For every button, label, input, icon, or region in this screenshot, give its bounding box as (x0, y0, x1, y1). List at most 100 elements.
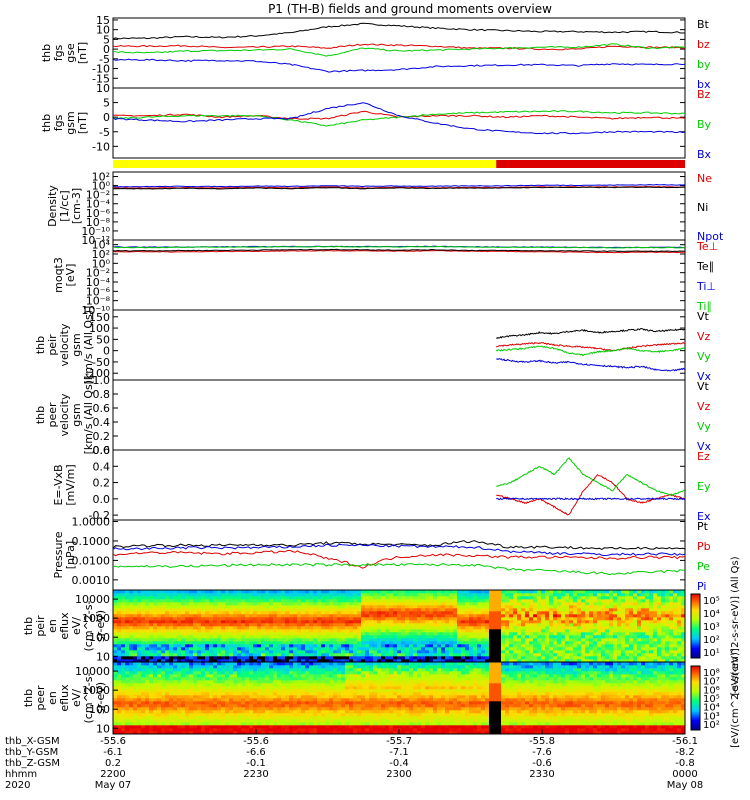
heatmap-cell (481, 593, 486, 597)
heatmap-cell (529, 590, 534, 594)
heatmap-cell (165, 662, 170, 666)
heatmap-cell (193, 647, 198, 651)
heatmap-cell (153, 716, 158, 720)
heatmap-cell (357, 641, 362, 645)
heatmap-cell (221, 641, 226, 645)
heatmap-cell (637, 635, 642, 639)
heatmap-cell (169, 629, 174, 633)
heatmap-cell (641, 653, 646, 657)
heatmap-cell (573, 656, 578, 660)
heatmap-cell (325, 608, 330, 612)
heatmap-cell (433, 596, 438, 600)
heatmap-cell (165, 692, 170, 696)
heatmap-cell (241, 620, 246, 624)
heatmap-cell (245, 695, 250, 699)
heatmap-cell (229, 647, 234, 651)
heatmap-cell (161, 665, 166, 669)
heatmap-cell (653, 659, 658, 663)
heatmap-cell (141, 719, 146, 723)
heatmap-cell (249, 719, 254, 723)
heatmap-cell (233, 668, 238, 672)
heatmap-cell (545, 647, 550, 651)
heatmap-cell (233, 593, 238, 597)
heatmap-cell (249, 608, 254, 612)
heatmap-cell (425, 599, 430, 603)
heatmap-cell (609, 617, 614, 621)
y-axis-label: [nT] (76, 42, 89, 64)
heatmap-cell (497, 656, 502, 660)
legend-label: Ne (697, 172, 712, 185)
heatmap-cell (305, 611, 310, 615)
heatmap-cell (201, 722, 206, 726)
heatmap-cell (161, 668, 166, 672)
heatmap-cell (669, 656, 674, 660)
y-tick-label: 0.4 (93, 460, 111, 473)
heatmap-cell (141, 716, 146, 720)
heatmap-cell (233, 602, 238, 606)
heatmap-cell (117, 683, 122, 687)
heatmap-cell (649, 653, 654, 657)
heatmap-cell (457, 647, 462, 651)
heatmap-cell (677, 590, 682, 594)
heatmap-cell (645, 632, 650, 636)
heatmap-cell (293, 719, 298, 723)
heatmap-cell (277, 701, 282, 705)
y-tick-label: 0.1000 (72, 535, 111, 548)
heatmap-cell (469, 641, 474, 645)
heatmap-cell (589, 614, 594, 618)
heatmap-cell (417, 614, 422, 618)
heatmap-cell (281, 632, 286, 636)
heatmap-cell (201, 608, 206, 612)
heatmap-cell (233, 722, 238, 726)
heatmap-cell (125, 617, 130, 621)
heatmap-cell (633, 620, 638, 624)
heatmap-cell (681, 614, 686, 618)
heatmap-cell (293, 647, 298, 651)
heatmap-cell (213, 683, 218, 687)
heatmap-cell (289, 656, 294, 660)
heatmap-cell (121, 725, 126, 729)
heatmap-cell (529, 644, 534, 648)
heatmap-cell (645, 653, 650, 657)
heatmap-cell (321, 665, 326, 669)
heatmap-cell (533, 611, 538, 615)
heatmap-cell (357, 596, 362, 600)
heatmap-cell (645, 644, 650, 648)
heatmap-cell (573, 599, 578, 603)
heatmap-cell (325, 590, 330, 594)
heatmap-cell (313, 710, 318, 714)
heatmap-cell (173, 677, 178, 681)
heatmap-cell (669, 659, 674, 663)
heatmap-cell (409, 632, 414, 636)
heatmap-cell (305, 674, 310, 678)
heatmap-cell (205, 638, 210, 642)
y-tick-label: 10 (96, 650, 110, 663)
heatmap-cell (169, 692, 174, 696)
heatmap-cell (381, 590, 386, 594)
heatmap-cell (145, 713, 150, 717)
heatmap-cell (217, 626, 222, 630)
heatmap-cell (433, 638, 438, 642)
heatmap-cell (461, 629, 466, 633)
heatmap-cell (201, 641, 206, 645)
y-tick-label: 1000 (82, 684, 110, 697)
heatmap-cell (153, 722, 158, 726)
heatmap-cell (189, 611, 194, 615)
heatmap-cell (145, 683, 150, 687)
heatmap-cell (541, 635, 546, 639)
heatmap-cell (321, 695, 326, 699)
heatmap-cell (505, 617, 510, 621)
heatmap-cell (121, 710, 126, 714)
heatmap-cell (373, 659, 378, 663)
heatmap-cell (237, 665, 242, 669)
heatmap-cell (301, 695, 306, 699)
heatmap-cell (349, 659, 354, 663)
y-tick-label: 10⁻⁶ (86, 207, 111, 220)
heatmap-cell (293, 605, 298, 609)
heatmap-cell (489, 590, 494, 594)
heatmap-cell (281, 668, 286, 672)
series-Vx-line (496, 358, 686, 372)
heatmap-cell (225, 623, 230, 627)
heatmap-cell (669, 632, 674, 636)
y-tick-label: 10⁻¹⁰ (81, 225, 110, 238)
